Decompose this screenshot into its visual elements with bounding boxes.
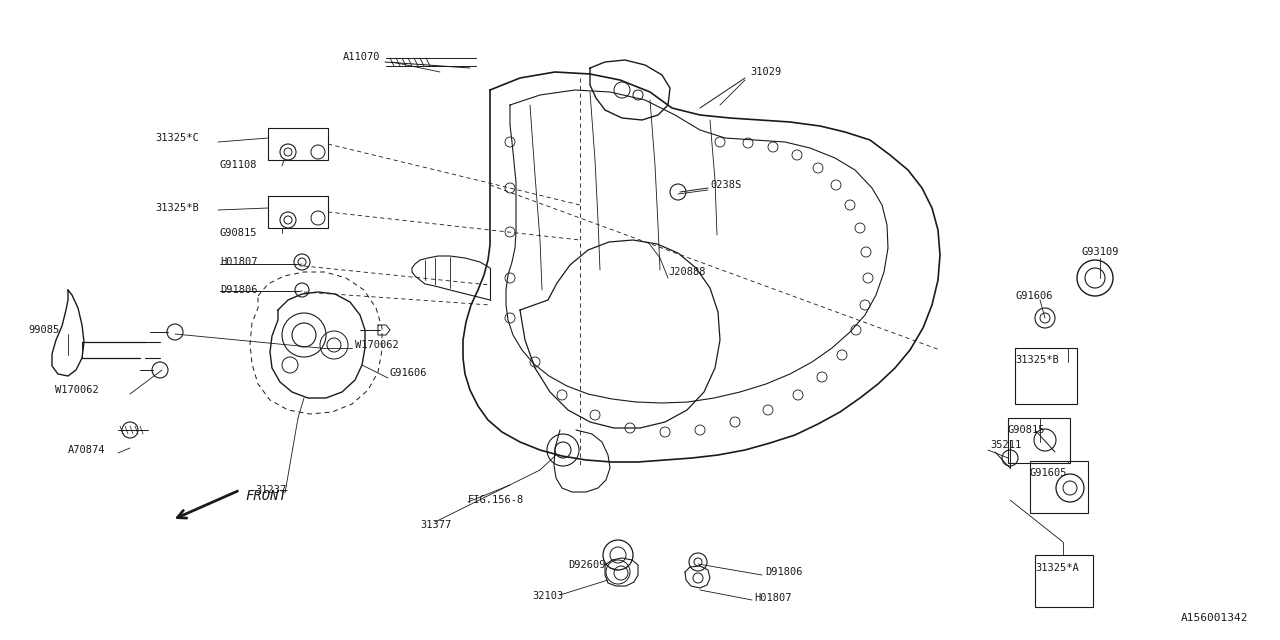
Text: G91606: G91606 [390,368,428,378]
Text: 31325*B: 31325*B [1015,355,1059,365]
Text: 32103: 32103 [532,591,563,601]
Text: W170062: W170062 [355,340,399,350]
Text: FIG.156-8: FIG.156-8 [468,495,525,505]
Text: D91806: D91806 [765,567,803,577]
Text: J20888: J20888 [668,267,705,277]
Text: G91605: G91605 [1030,468,1068,478]
Text: 31325*C: 31325*C [155,133,198,143]
Bar [1009,418,1070,463]
Text: A70874: A70874 [68,445,105,455]
Bar [1030,461,1088,513]
Text: 99085: 99085 [28,325,59,335]
Text: H01807: H01807 [754,593,791,603]
Text: 31325*A: 31325*A [1036,563,1079,573]
Text: W170062: W170062 [55,385,99,395]
Text: A11070: A11070 [343,52,380,62]
Text: G91108: G91108 [220,160,257,170]
Text: G91606: G91606 [1015,291,1052,301]
Text: 31325*B: 31325*B [155,203,198,213]
Text: 0238S: 0238S [710,180,741,190]
Text: G93109: G93109 [1082,247,1120,257]
Bar [268,128,328,160]
Bar [1015,348,1076,404]
Text: D91806: D91806 [220,285,257,295]
Text: G90815: G90815 [220,228,257,238]
Text: D92609: D92609 [568,560,605,570]
Bar [1036,555,1093,607]
Text: 31029: 31029 [750,67,781,77]
Text: A156001342: A156001342 [1180,613,1248,623]
Bar [268,196,328,228]
Text: G90815: G90815 [1009,425,1046,435]
Text: 35211: 35211 [989,440,1021,450]
Text: FRONT: FRONT [244,489,287,503]
Text: 31377: 31377 [420,520,452,530]
Text: 31237: 31237 [255,485,287,495]
Text: H01807: H01807 [220,257,257,267]
